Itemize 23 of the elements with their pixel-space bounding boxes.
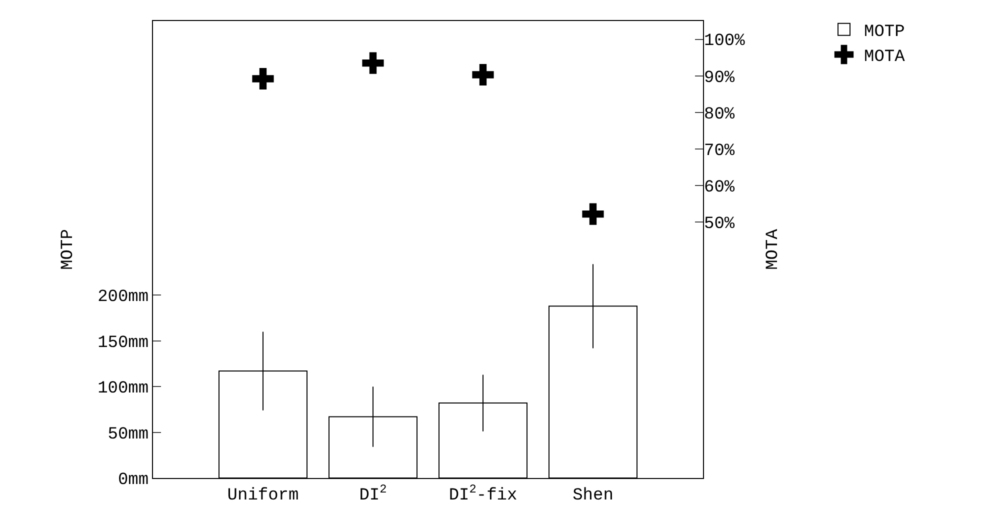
legend-label: MOTP — [864, 23, 905, 42]
y2-tick-label: 90% — [704, 68, 736, 88]
point — [362, 52, 384, 74]
point — [252, 68, 274, 90]
y2-tick-label: 80% — [704, 105, 736, 124]
y2-tick-label: 60% — [704, 178, 736, 198]
y2-tick-label: 50% — [704, 215, 736, 234]
y-tick-label: 0mm — [118, 470, 149, 490]
x-tick-label: DI$^{2}$ — [359, 482, 387, 506]
y2-tick-label: 100% — [704, 32, 746, 52]
point — [472, 64, 494, 86]
point — [582, 203, 604, 225]
x-tick-label: Uniform — [227, 486, 299, 506]
y2-tick-label: 70% — [704, 142, 736, 161]
y-tick-label: 100mm — [98, 380, 149, 399]
x-tick-label: DI$^{2}$-fix — [448, 482, 518, 506]
y-axis-title: MOTP — [59, 229, 78, 270]
y-tick-label: 200mm — [98, 288, 149, 308]
y-tick-label: 50mm — [108, 425, 149, 444]
y2-axis-title: MOTA — [764, 228, 784, 270]
y-tick-label: 150mm — [98, 334, 149, 353]
legend-label: MOTA — [864, 48, 906, 68]
x-tick-label: Shen — [572, 486, 614, 506]
